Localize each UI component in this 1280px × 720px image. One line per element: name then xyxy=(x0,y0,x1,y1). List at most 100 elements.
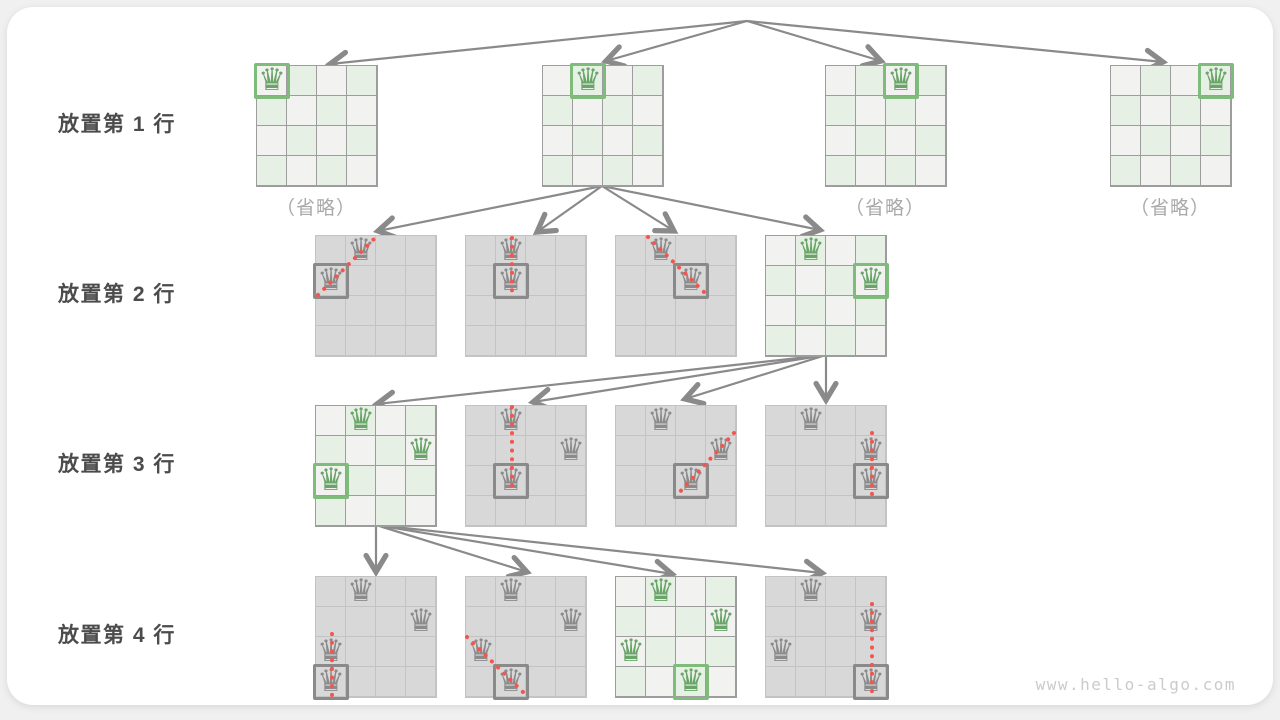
board-cell xyxy=(616,266,646,296)
tree-arrow xyxy=(746,19,1169,73)
board-cell xyxy=(466,406,496,436)
board-cell xyxy=(556,577,586,607)
board-cell xyxy=(766,496,796,526)
board-cell xyxy=(573,96,603,126)
board-cell xyxy=(766,326,796,356)
board-cell xyxy=(916,126,946,156)
board-cell xyxy=(316,466,346,496)
board-cell xyxy=(526,607,556,637)
board-cell xyxy=(706,326,736,356)
board-cell xyxy=(316,406,346,436)
board-cell xyxy=(376,667,406,697)
board-cell xyxy=(1141,126,1171,156)
board-cell xyxy=(826,607,856,637)
board-row1-1: ♛ xyxy=(254,63,378,187)
board-cell xyxy=(856,126,886,156)
tree-arrow xyxy=(527,353,827,412)
board-cell xyxy=(573,66,603,96)
board-cell xyxy=(856,96,886,126)
board-cell xyxy=(633,96,663,126)
board-cell xyxy=(346,266,376,296)
board-row3-3: ♛ ♛ ♛ xyxy=(615,405,737,527)
placement-highlight xyxy=(853,664,889,700)
board-cell xyxy=(856,406,886,436)
board-cell xyxy=(766,667,796,697)
board-cell xyxy=(466,326,496,356)
board-cell xyxy=(347,156,377,186)
board-cell xyxy=(1171,96,1201,126)
omitted-label: （省略） xyxy=(1129,198,1210,219)
board-cell xyxy=(556,667,586,697)
board-cell xyxy=(347,126,377,156)
board-cell xyxy=(603,126,633,156)
board-cell xyxy=(826,466,856,496)
board-cell xyxy=(916,156,946,186)
board-cell xyxy=(766,577,796,607)
board-cell xyxy=(347,66,377,96)
board-cell xyxy=(406,436,436,466)
board-cell xyxy=(556,637,586,667)
board-cell xyxy=(287,96,317,126)
placement-highlight xyxy=(673,263,709,299)
board-cell xyxy=(1141,96,1171,126)
board-cell xyxy=(466,496,496,526)
board-row3-1: ♛ ♛ ♛ xyxy=(313,405,437,527)
board-cell xyxy=(766,436,796,466)
board-cell xyxy=(346,296,376,326)
placement-highlight xyxy=(254,63,290,99)
board-cell xyxy=(496,326,526,356)
board-row1-4: ♛ xyxy=(1110,63,1234,187)
board-cell xyxy=(676,496,706,526)
board-cell xyxy=(826,436,856,466)
board-cell xyxy=(556,266,586,296)
board-row4-3: ♛ ♛ ♛ ♛ xyxy=(615,576,737,700)
board-cell xyxy=(346,236,376,266)
tree-arrow xyxy=(746,19,886,69)
board-cell xyxy=(526,236,556,266)
tree-arrow xyxy=(375,523,828,584)
board-cell xyxy=(646,406,676,436)
placement-highlight xyxy=(1198,63,1234,99)
board-cell xyxy=(886,96,916,126)
board-cell xyxy=(376,496,406,526)
board-cell xyxy=(856,496,886,526)
board-cell xyxy=(376,326,406,356)
board-cell xyxy=(706,496,736,526)
board-cell xyxy=(676,326,706,356)
board-cell xyxy=(1111,156,1141,186)
board-row4-2: ♛ ♛ ♛ ♛ xyxy=(465,576,587,700)
board-cell xyxy=(496,296,526,326)
board-cell xyxy=(1171,156,1201,186)
board-cell xyxy=(1141,156,1171,186)
placement-highlight xyxy=(673,463,709,499)
board-cell xyxy=(346,667,376,697)
placement-highlight xyxy=(883,63,919,99)
board-cell xyxy=(826,66,856,96)
board-cell xyxy=(556,236,586,266)
board-cell xyxy=(796,266,826,296)
board-cell xyxy=(466,466,496,496)
board-cell xyxy=(466,667,496,697)
board-cell xyxy=(646,607,676,637)
board-cell xyxy=(406,577,436,607)
placement-highlight xyxy=(493,664,529,700)
board-cell xyxy=(826,667,856,697)
row-label-2: 放置第 2 行 xyxy=(58,283,176,306)
placement-highlight xyxy=(313,263,349,299)
board-cell xyxy=(466,637,496,667)
board-cell xyxy=(316,296,346,326)
board-cell xyxy=(676,296,706,326)
board-cell xyxy=(556,466,586,496)
tree-arrow xyxy=(371,353,827,415)
board-cell xyxy=(646,496,676,526)
board-cell xyxy=(406,637,436,667)
board-cell xyxy=(766,296,796,326)
board-cell xyxy=(646,326,676,356)
board-cell xyxy=(616,607,646,637)
board-cell xyxy=(496,607,526,637)
board-cell xyxy=(856,436,886,466)
board-cell xyxy=(676,577,706,607)
board-cell xyxy=(1201,66,1231,96)
board-cell xyxy=(796,637,826,667)
board-cell xyxy=(1201,156,1231,186)
